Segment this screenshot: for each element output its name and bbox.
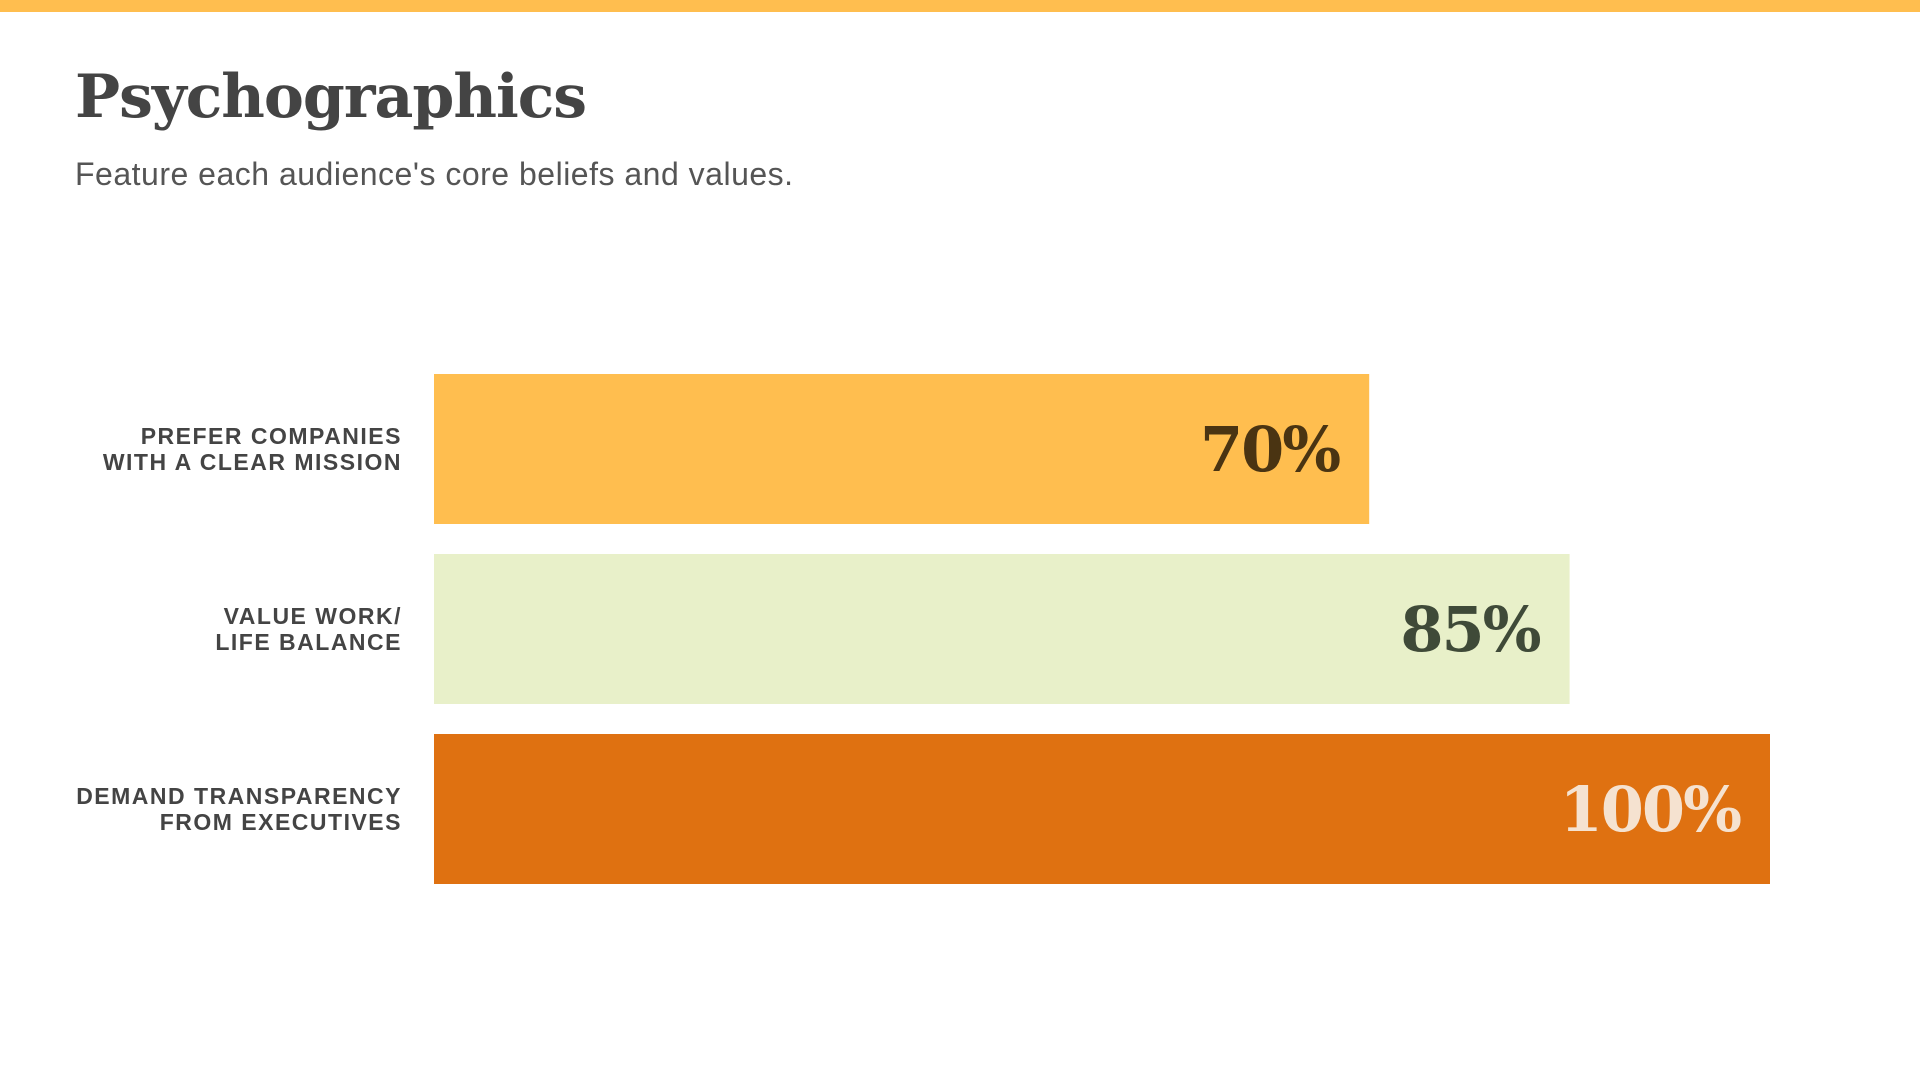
category-label-1-line-2: WITH A CLEAR MISSION [103, 449, 402, 475]
bar-value-label-1: 70% [1200, 413, 1340, 486]
category-label-3-line-1: DEMAND TRANSPARENCY [76, 783, 402, 809]
bar-value-label-3: 100% [1560, 773, 1741, 846]
top-accent-stripe [0, 0, 1920, 12]
page-title: Psychographics [75, 62, 587, 132]
category-label-3-line-2: FROM EXECUTIVES [160, 809, 402, 835]
bar-1 [434, 374, 1370, 524]
category-label-2-line-2: LIFE BALANCE [215, 629, 402, 655]
page-subtitle: Feature each audience's core beliefs and… [75, 156, 794, 192]
category-label-2-line-1: VALUE WORK/ [224, 603, 402, 629]
category-label-1-line-1: PREFER COMPANIES [141, 423, 402, 449]
bar-3 [434, 734, 1770, 884]
bar-2 [434, 554, 1570, 704]
bar-value-label-2: 85% [1400, 593, 1540, 666]
